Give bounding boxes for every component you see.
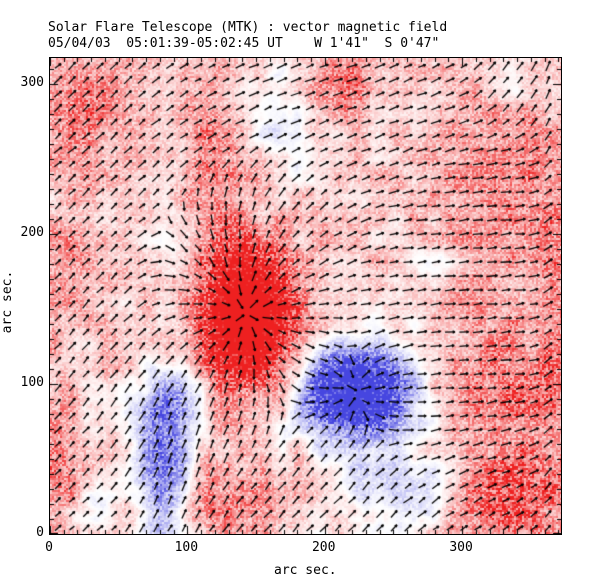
x-tick-label: 0 bbox=[45, 540, 53, 555]
x-tick-label: 100 bbox=[174, 540, 199, 555]
x-tick-label: 200 bbox=[311, 540, 336, 555]
x-axis-title: arc sec. bbox=[274, 563, 337, 578]
y-tick-label: 300 bbox=[20, 74, 44, 90]
magnetogram-canvas bbox=[50, 58, 561, 534]
x-tick-label: 300 bbox=[449, 540, 473, 555]
plot-subtitle: 05/04/03 05:01:39-05:02:45 UT W 1'41" S … bbox=[48, 36, 440, 51]
y-tick-label: 100 bbox=[20, 374, 44, 390]
plot-frame bbox=[49, 57, 562, 535]
y-axis-title: arc sec. bbox=[0, 270, 15, 334]
y-tick-label: 200 bbox=[20, 224, 44, 240]
y-tick-label: 0 bbox=[36, 525, 44, 540]
plot-title: Solar Flare Telescope (MTK) : vector mag… bbox=[48, 20, 448, 35]
